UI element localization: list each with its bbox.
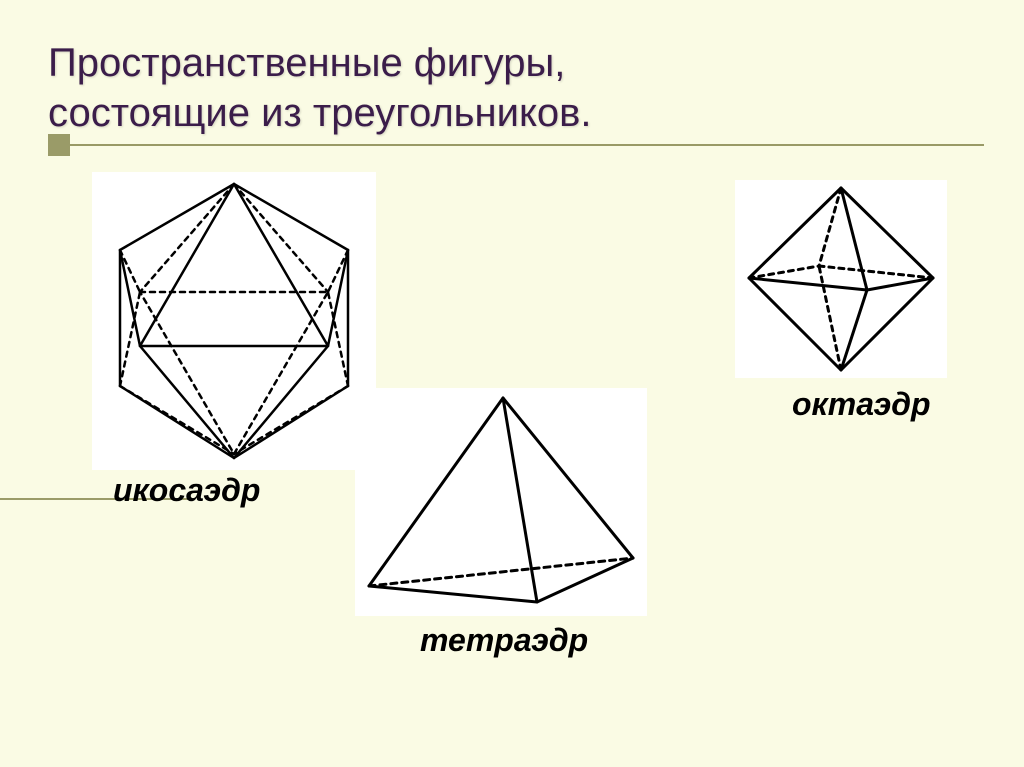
octahedron-label: октаэдр [792, 386, 931, 423]
tetrahedron-figure [355, 388, 647, 616]
icosahedron-label: икосаэдр [113, 472, 260, 509]
title-line-1: Пространственные фигуры, [48, 41, 565, 85]
octahedron-figure [735, 180, 947, 378]
icosahedron-icon [92, 172, 376, 470]
title-block: Пространственные фигуры, состоящие из тр… [48, 38, 984, 146]
tetrahedron-icon [355, 388, 647, 616]
tetrahedron-label: тетраэдр [420, 622, 588, 659]
slide: Пространственные фигуры, состоящие из тр… [0, 0, 1024, 767]
title-line-2: состоящие из треугольников. [48, 91, 592, 135]
icosahedron-figure [92, 172, 376, 470]
octahedron-icon [735, 180, 947, 378]
slide-title: Пространственные фигуры, состоящие из тр… [48, 38, 984, 138]
accent-square-icon [48, 134, 70, 156]
